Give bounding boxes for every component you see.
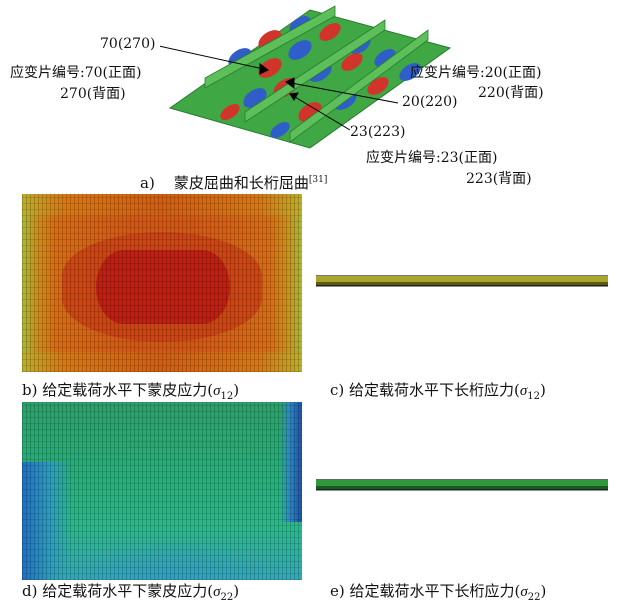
- gauge-70-line2: 270(背面): [60, 86, 126, 102]
- gauge-23-line2: 223(背面): [466, 171, 532, 187]
- caption-a-ref: [31]: [308, 175, 328, 185]
- caption-c-close: ): [540, 381, 546, 399]
- caption-e: e) 给定载荷水平下长桁应力(σ22): [330, 584, 546, 603]
- gauge-20-line2: 220(背面): [478, 85, 544, 101]
- caption-e-close: ): [540, 582, 547, 600]
- gauge-70-line1: 应变片编号:70(正面): [10, 65, 142, 81]
- caption-d-sigma: σ: [213, 584, 221, 600]
- stringer-fins: [204, 5, 429, 143]
- caption-e-sigma: σ: [520, 584, 528, 600]
- label-20: 20(220): [402, 94, 458, 110]
- mesh-grid-vertical: [22, 402, 302, 580]
- gauge-20-line1: 应变片编号:20(正面): [410, 65, 542, 81]
- caption-e-text: e) 给定载荷水平下长桁应力(: [330, 582, 521, 600]
- contour-zone-bottom: [62, 540, 282, 580]
- caption-a-prefix: a): [140, 174, 155, 192]
- caption-c-text: c) 给定载荷水平下长桁应力(: [330, 381, 520, 399]
- mesh-grid-vertical: [22, 194, 302, 372]
- caption-a: a) 蒙皮屈曲和长桁屈曲[31]: [140, 176, 327, 191]
- caption-d-close: ): [233, 582, 240, 600]
- label-23: 23(223): [350, 124, 406, 140]
- caption-e-sub: 22: [527, 592, 541, 603]
- skin-stress-sigma12-contour: [22, 194, 302, 372]
- mesh-grid-horizontal: [22, 194, 302, 372]
- gauge-23-line1: 应变片编号:23(正面): [366, 150, 498, 166]
- mesh-grid-horizontal: [22, 402, 302, 580]
- stringer-stress-sigma22-contour: [316, 479, 608, 491]
- contour-band-bottom: [22, 352, 302, 372]
- contour-band-top: [22, 194, 302, 216]
- caption-c-sub: 12: [527, 391, 541, 402]
- caption-d-text: d) 给定载荷水平下蒙皮应力(: [22, 582, 214, 600]
- caption-a-text: 蒙皮屈曲和长桁屈曲: [173, 174, 309, 192]
- contour-zone-peak: [96, 250, 230, 324]
- caption-b: b) 给定载荷水平下蒙皮应力(σ12): [22, 383, 239, 402]
- caption-b-close: ): [233, 381, 240, 399]
- caption-b-sigma: σ: [213, 383, 221, 399]
- label-70: 70(270): [100, 36, 156, 52]
- skin-stress-sigma22-contour: [22, 402, 302, 580]
- caption-b-text: b) 给定载荷水平下蒙皮应力(: [22, 381, 214, 399]
- contour-zone-right: [280, 402, 302, 522]
- caption-c: c) 给定载荷水平下长桁应力(σ12): [330, 383, 546, 402]
- caption-d-sub: 22: [220, 592, 234, 603]
- caption-d: d) 给定载荷水平下蒙皮应力(σ22): [22, 584, 239, 603]
- stringer-stress-sigma12-contour: [316, 275, 608, 287]
- gauge-markers: [160, 45, 399, 131]
- caption-c-sigma: σ: [519, 383, 528, 399]
- buckled-panel-figure: [160, 5, 452, 149]
- caption-b-sub: 12: [220, 391, 234, 402]
